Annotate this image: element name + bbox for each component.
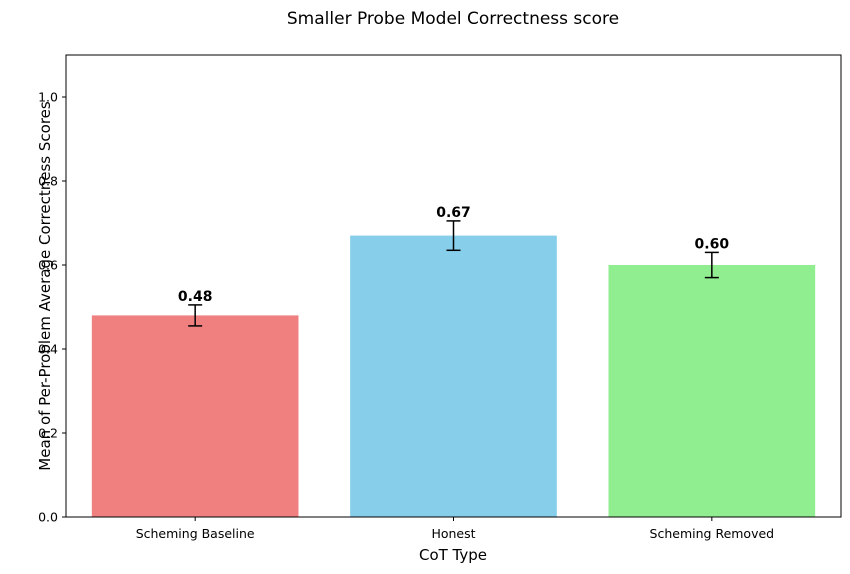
data-label: 0.67 bbox=[436, 205, 471, 221]
y-tick-label: 0.2 bbox=[38, 426, 58, 441]
x-tick-label: Scheming Removed bbox=[650, 526, 775, 541]
data-label: 0.60 bbox=[695, 236, 730, 252]
chart-title: Smaller Probe Model Correctness score bbox=[287, 9, 619, 29]
y-tick-label: 1.0 bbox=[38, 90, 58, 105]
plot-frame bbox=[65, 54, 842, 518]
bar bbox=[91, 315, 299, 517]
y-tick-label: 0.4 bbox=[38, 342, 58, 357]
y-tick-label: 0.0 bbox=[38, 510, 58, 525]
bar bbox=[350, 235, 557, 517]
bar bbox=[608, 265, 816, 517]
x-axis-label: CoT Type bbox=[419, 546, 487, 564]
x-tick-label: Scheming Baseline bbox=[136, 526, 255, 541]
y-tick-label: 0.8 bbox=[38, 174, 58, 189]
x-tick-label: Honest bbox=[431, 526, 475, 541]
y-tick-label: 0.6 bbox=[38, 258, 58, 273]
data-label: 0.48 bbox=[178, 289, 213, 305]
y-axis-label: Mean of Per-Problem Average Correctness … bbox=[36, 101, 54, 471]
plot-area: 0.48 Scheming Baseline 0.67 Honest 0.60 Schem… bbox=[38, 54, 842, 541]
